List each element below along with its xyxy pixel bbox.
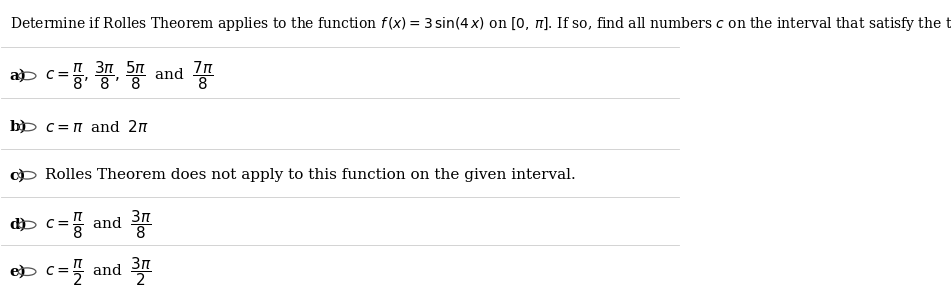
Text: d): d): [10, 218, 28, 232]
Text: e): e): [10, 265, 27, 279]
Text: $c = \dfrac{\pi}{8},\, \dfrac{3\pi}{8},\, \dfrac{5\pi}{8}\;$ and $\;\dfrac{7\pi}: $c = \dfrac{\pi}{8},\, \dfrac{3\pi}{8},\…: [46, 60, 214, 92]
Text: c): c): [10, 168, 26, 182]
Text: a): a): [10, 69, 27, 83]
Text: Rolles Theorem does not apply to this function on the given interval.: Rolles Theorem does not apply to this fu…: [46, 168, 576, 182]
Text: $c = \dfrac{\pi}{8}\;$ and $\;\dfrac{3\pi}{8}$: $c = \dfrac{\pi}{8}\;$ and $\;\dfrac{3\p…: [46, 209, 152, 241]
Text: b): b): [10, 120, 28, 134]
Text: $c = \pi\;$ and $\;2\pi$: $c = \pi\;$ and $\;2\pi$: [46, 119, 149, 135]
Text: Determine if Rolles Theorem applies to the function $f\,(x) = 3\,\sin(4\,x)$ on : Determine if Rolles Theorem applies to t…: [10, 14, 951, 32]
Text: $c = \dfrac{\pi}{2}\;$ and $\;\dfrac{3\pi}{2}$: $c = \dfrac{\pi}{2}\;$ and $\;\dfrac{3\p…: [46, 255, 152, 288]
